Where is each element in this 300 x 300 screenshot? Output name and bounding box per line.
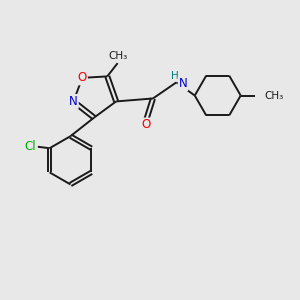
Text: O: O bbox=[78, 71, 87, 84]
Text: N: N bbox=[178, 77, 188, 90]
Text: CH₃: CH₃ bbox=[108, 51, 127, 61]
Text: H: H bbox=[171, 71, 179, 81]
Text: CH₃: CH₃ bbox=[264, 91, 284, 100]
Text: O: O bbox=[141, 118, 150, 131]
Text: N: N bbox=[69, 95, 78, 108]
Text: Cl: Cl bbox=[25, 140, 36, 153]
